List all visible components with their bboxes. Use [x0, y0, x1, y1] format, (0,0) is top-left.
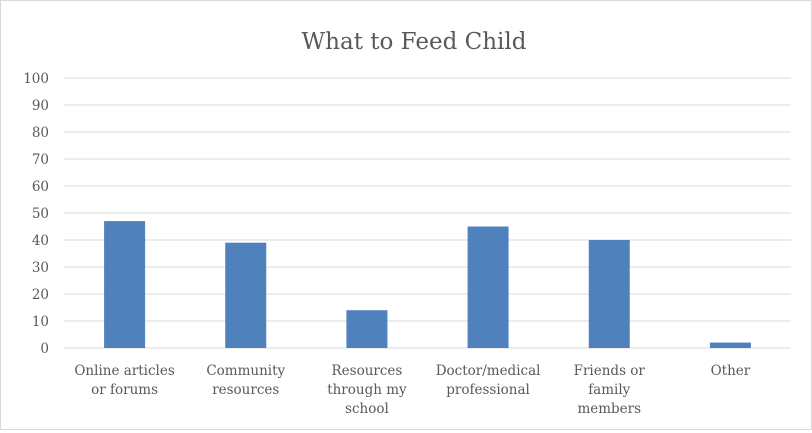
bars: [104, 221, 751, 348]
x-tick-label: Friends or family members: [574, 363, 646, 417]
bar: [467, 226, 509, 348]
y-tick-label: 10: [32, 314, 49, 330]
x-tick-label: Resources through my school: [327, 363, 407, 417]
y-tick-label: 30: [32, 260, 49, 276]
y-tick-label: 50: [32, 206, 49, 222]
chart-title: What to Feed Child: [302, 29, 527, 55]
bar: [225, 242, 267, 348]
bar: [588, 240, 630, 348]
bar: [104, 221, 146, 348]
y-tick-label: 80: [32, 125, 49, 141]
y-tick-label: 60: [32, 179, 49, 195]
x-tick-label: Online articles or forums: [74, 363, 174, 398]
x-axis-labels: Online articles or forums Community resourc…: [74, 363, 750, 417]
x-tick-label: Community resources: [206, 363, 285, 398]
y-axis-ticks: 0 10 20 30 40 50 60 70 80 90 100: [23, 71, 49, 357]
bar: [709, 342, 751, 348]
x-tick-label: Other: [711, 363, 751, 379]
y-tick-label: 0: [40, 341, 49, 357]
y-tick-label: 40: [32, 233, 49, 249]
y-tick-label: 90: [32, 98, 49, 114]
x-tick-label: Doctor/medical professional: [436, 363, 541, 398]
bar: [346, 310, 388, 348]
y-tick-label: 20: [32, 287, 49, 303]
y-tick-label: 100: [23, 71, 49, 87]
y-tick-label: 70: [32, 152, 49, 168]
gridlines: [64, 77, 791, 349]
